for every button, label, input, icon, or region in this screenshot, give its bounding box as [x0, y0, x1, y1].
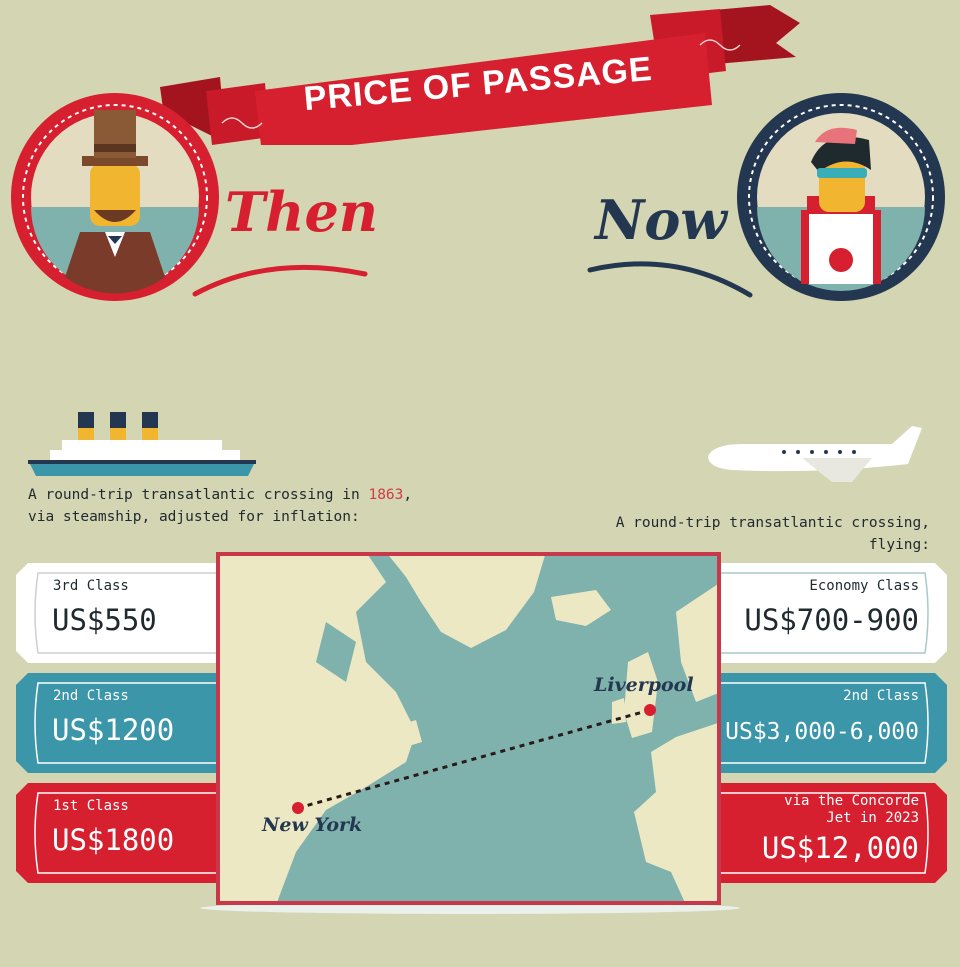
ticket-price: US$1800: [52, 823, 175, 857]
ticket-2nd-class: 2nd Class US$1200: [16, 673, 256, 773]
now-swash: [587, 261, 753, 298]
now-avatar: [737, 93, 945, 301]
ticket-price: US$3,000-6,000: [725, 719, 919, 745]
ticket-price: US$700-900: [744, 603, 919, 637]
ticket-concorde: via the Concorde Jet in 2023 US$12,000: [712, 783, 947, 883]
then-caption-tail: , via steamship, adjusted for inflation:: [28, 487, 413, 525]
map-shadow: [200, 902, 740, 914]
now-label: Now: [595, 188, 727, 252]
ticket-class-label: 3rd Class: [53, 578, 129, 594]
then-caption-lead: A round-trip transatlantic crossing in: [28, 487, 369, 503]
destination-city-label: Liverpool: [594, 674, 694, 696]
airplane-icon: [708, 426, 922, 482]
ticket-class-label: Economy Class: [809, 578, 919, 594]
ribbon-graphic: [160, 5, 800, 155]
then-swash: [192, 264, 368, 297]
origin-city-label: New York: [262, 814, 363, 836]
ticket-class-label: 2nd Class: [53, 688, 129, 704]
ticket-3rd-class: 3rd Class US$550: [16, 563, 256, 663]
then-caption-year: 1863: [368, 487, 404, 503]
ticket-2nd-class-flight: 2nd Class US$3,000-6,000: [712, 673, 947, 773]
ticket-1st-class: 1st Class US$1800: [16, 783, 256, 883]
then-avatar: [11, 93, 219, 301]
liverpool-marker: [644, 704, 656, 716]
route-map: New York Liverpool: [216, 552, 721, 905]
ticket-economy-class: Economy Class US$700-900: [712, 563, 947, 663]
ticket-price: US$12,000: [761, 831, 919, 865]
ticket-class-label: via the Concorde Jet in 2023: [784, 793, 919, 826]
ticket-price: US$1200: [52, 713, 175, 747]
steamship-icon: [28, 412, 256, 476]
ticket-class-label: 1st Class: [53, 798, 129, 814]
then-label: Then: [225, 180, 379, 244]
map-graphic: [216, 552, 721, 905]
ticket-price: US$550: [52, 603, 157, 637]
new-york-marker: [292, 802, 304, 814]
ticket-class-label: 2nd Class: [843, 688, 919, 704]
then-caption: A round-trip transatlantic crossing in 1…: [28, 484, 428, 528]
now-caption: A round-trip transatlantic crossing, fly…: [615, 515, 930, 553]
title-banner: PRICE OF PASSAGE: [160, 5, 800, 155]
